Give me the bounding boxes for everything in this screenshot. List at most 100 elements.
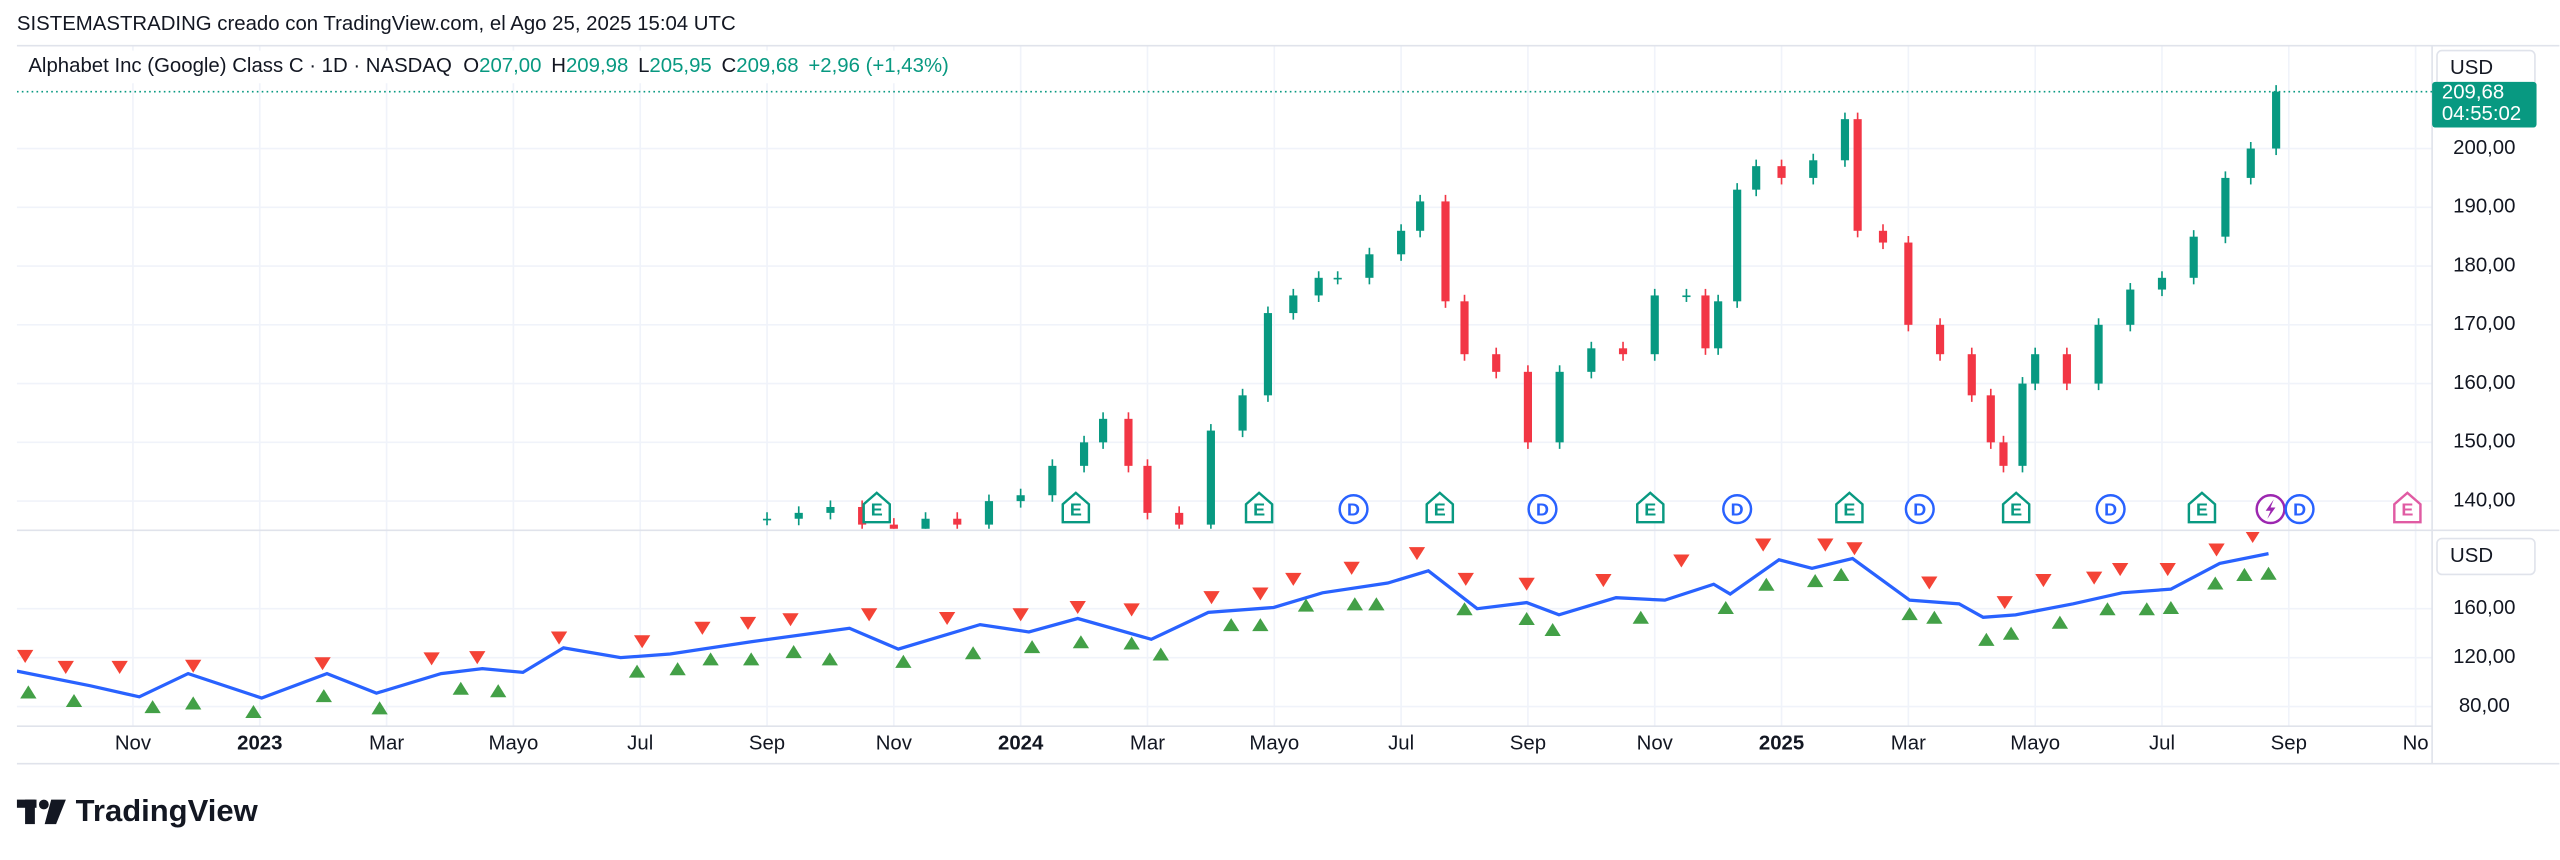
- signal-marker: [315, 689, 332, 703]
- y-tick-label: 150,00: [2453, 431, 2515, 453]
- x-tick-label: Sep: [749, 733, 785, 755]
- event-label: E: [1644, 500, 1656, 520]
- y-tick-label: 140,00: [2453, 490, 2515, 512]
- candle: [1441, 201, 1450, 302]
- signal-marker: [1846, 542, 1863, 556]
- event-label: D: [1731, 500, 1744, 520]
- candle: [1175, 512, 1184, 525]
- candle: [953, 518, 962, 525]
- candle: [1967, 354, 1976, 396]
- event-label: D: [2104, 500, 2117, 520]
- ohlc-key: C: [722, 55, 737, 77]
- x-tick-label: Nov: [1637, 733, 1674, 755]
- signal-marker: [938, 611, 956, 626]
- candle: [2062, 354, 2071, 384]
- event-label: E: [1434, 500, 1446, 520]
- candle: [1048, 465, 1057, 496]
- candle: [1618, 348, 1628, 355]
- x-tick-label: Jul: [627, 733, 653, 755]
- y-tick-label: 190,00: [2453, 196, 2515, 218]
- x-tick-label: No: [2403, 733, 2429, 755]
- candle: [1079, 442, 1089, 466]
- signal-marker: [1901, 607, 1918, 621]
- candle: [1840, 119, 1850, 161]
- signal-marker: [20, 685, 37, 699]
- event-badge: [2001, 491, 2031, 524]
- signal-marker: [702, 652, 719, 666]
- candle: [1752, 166, 1761, 190]
- event-badge: [1835, 491, 1864, 524]
- event-label: E: [1843, 500, 1855, 520]
- event-badge: [2284, 494, 2315, 525]
- x-tick-label: Mayo: [1249, 733, 1299, 755]
- candle: [1986, 395, 1995, 443]
- candle: [1460, 301, 1469, 355]
- signal-marker: [1252, 618, 1269, 632]
- signal-marker: [860, 608, 878, 622]
- x-tick-label: Jul: [1388, 733, 1414, 755]
- candle: [1733, 189, 1742, 302]
- signal-marker: [1921, 576, 1938, 590]
- signal-marker: [1203, 591, 1220, 605]
- candle: [1492, 354, 1501, 372]
- event-badge: [1425, 491, 1455, 524]
- signal-marker: [1252, 587, 1269, 601]
- signal-marker: [245, 704, 262, 719]
- signal-marker: [1978, 632, 1995, 646]
- x-tick-label: 2023: [237, 733, 282, 755]
- event-label: D: [1536, 500, 1549, 520]
- candle: [1124, 418, 1133, 466]
- currency-label[interactable]: USD: [2450, 57, 2493, 79]
- x-tick-label: Sep: [2271, 733, 2307, 755]
- indicator-line: [16, 552, 2269, 700]
- candle: [1314, 277, 1323, 296]
- event-badge: [2095, 494, 2126, 525]
- y-tick-label: 160,00: [2453, 372, 2515, 394]
- signal-marker: [1123, 603, 1140, 617]
- signal-marker: [694, 621, 711, 635]
- logo: TradingView: [16, 793, 259, 828]
- credit: SISTEMASTRADING creado con TradingView.c…: [17, 13, 736, 35]
- y-tick-label: 80,00: [2459, 695, 2510, 717]
- currency-label[interactable]: USD: [2450, 545, 2493, 567]
- main-pane: [16, 85, 2433, 529]
- signal-marker: [2138, 602, 2155, 616]
- x-tick-label: Nov: [115, 733, 152, 755]
- ohlc-value: 209,98: [566, 55, 628, 77]
- candle: [889, 524, 898, 529]
- candle: [858, 506, 867, 525]
- signal-marker: [2085, 571, 2103, 585]
- x-tick-label: Mayo: [488, 733, 538, 755]
- x-tick-label: Mar: [369, 733, 404, 755]
- signal-marker: [2099, 602, 2116, 616]
- candle: [1809, 160, 1818, 178]
- signal-marker: [1285, 572, 1302, 586]
- signal-marker: [452, 681, 469, 695]
- signal-marker: [550, 631, 568, 645]
- signal-marker: [1717, 600, 1734, 615]
- x-tick-label: Jul: [2149, 733, 2175, 755]
- candle: [2018, 383, 2027, 466]
- candle: [1878, 230, 1888, 243]
- signal-marker: [1673, 554, 1690, 568]
- signal-marker: [1297, 598, 1315, 612]
- signal-marker: [1223, 618, 1240, 632]
- signal-marker: [1408, 547, 1426, 561]
- y-tick-label: 200,00: [2453, 137, 2515, 159]
- candle: [1682, 295, 1691, 298]
- ohlc-value: 207,00: [479, 55, 541, 77]
- x-tick-label: Mar: [1891, 733, 1926, 755]
- candle: [2031, 354, 2040, 384]
- signal-marker: [2162, 600, 2180, 615]
- currency-button[interactable]: [2436, 537, 2536, 576]
- signal-marker: [423, 652, 440, 666]
- signal-marker: [1758, 577, 1775, 591]
- ohlc-key: H: [551, 55, 566, 77]
- signal-marker: [144, 700, 161, 714]
- signal-marker: [1632, 610, 1649, 624]
- signal-marker: [1072, 635, 1090, 649]
- signal-marker: [1457, 572, 1474, 586]
- candle: [1555, 371, 1564, 443]
- signal-marker: [1595, 574, 1612, 588]
